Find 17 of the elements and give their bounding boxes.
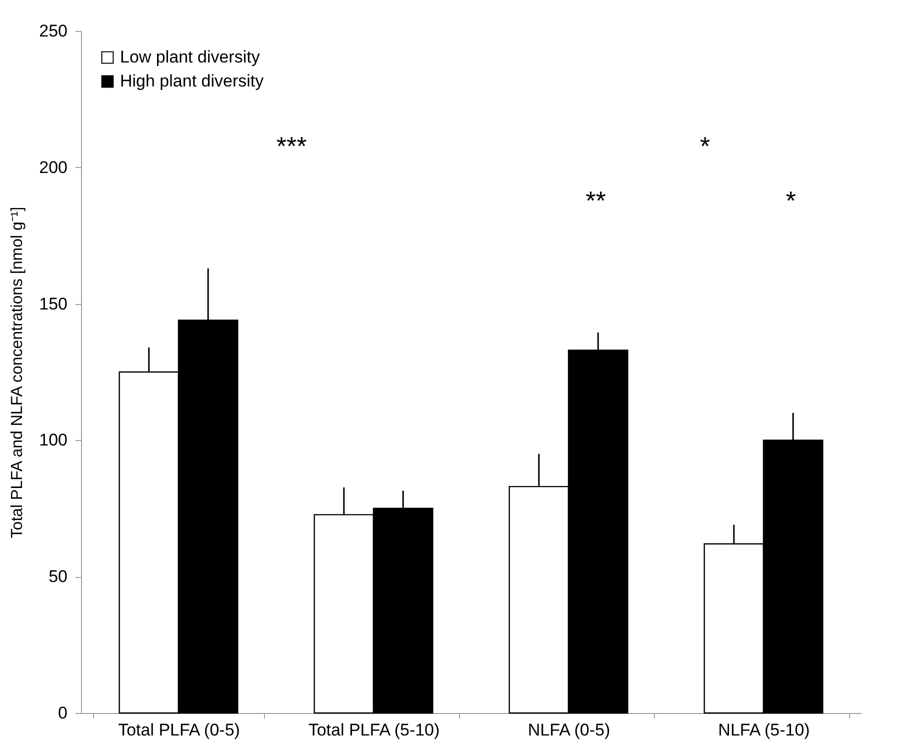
y-tick-label: 150	[39, 294, 68, 314]
annotation: *	[700, 130, 710, 161]
x-tick-label: Total PLFA (5-10)	[308, 720, 440, 740]
x-tick-label: NLFA (0-5)	[528, 720, 610, 740]
y-tick-label: 0	[58, 704, 68, 722]
y-axis-title: Total PLFA and NLFA concentrations [nmol g⁻¹]	[9, 206, 26, 538]
y-tick-label: 100	[39, 430, 68, 450]
legend-label: Low plant diversity	[120, 48, 260, 66]
y-tick-label: 250	[39, 22, 68, 40]
annotation: ***	[276, 130, 307, 161]
legend-label: High plant diversity	[120, 72, 264, 90]
annotation: *	[786, 186, 796, 216]
x-tick-label: Total PLFA (0-5)	[118, 720, 240, 740]
y-tick-label: 200	[39, 158, 68, 177]
x-tick-label: NLFA (5-10)	[718, 720, 810, 740]
y-tick-label: 50	[48, 567, 68, 586]
annotation: **	[586, 186, 606, 216]
